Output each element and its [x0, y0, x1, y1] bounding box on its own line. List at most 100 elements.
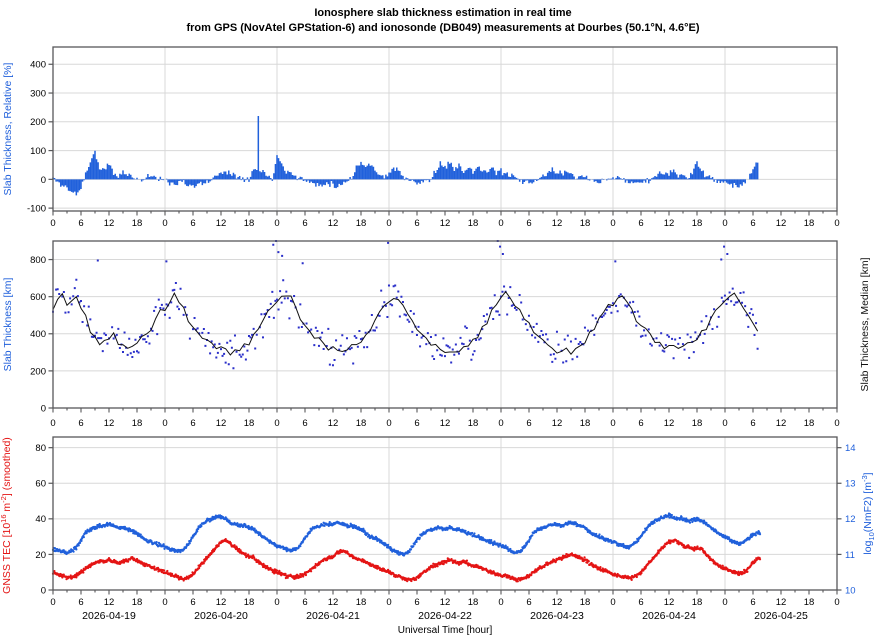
svg-text:2026-04-21: 2026-04-21 — [306, 610, 360, 622]
y-axis-label-relative: Slab Thickness, Relative [%] — [2, 62, 14, 195]
svg-text:12: 12 — [845, 514, 856, 525]
panel2-median-line — [52, 290, 759, 356]
svg-text:12: 12 — [552, 218, 563, 229]
svg-text:0: 0 — [274, 418, 279, 429]
svg-text:6: 6 — [414, 597, 419, 608]
svg-text:6: 6 — [638, 418, 643, 429]
svg-text:2026-04-19: 2026-04-19 — [82, 610, 136, 622]
svg-text:12: 12 — [664, 597, 675, 608]
svg-text:11: 11 — [845, 550, 855, 561]
y-axis-label-tec: GNSS TEC [1016 m-2] (smoothed) — [0, 437, 13, 594]
svg-text:2026-04-22: 2026-04-22 — [418, 610, 472, 622]
svg-text:0: 0 — [41, 403, 46, 414]
svg-text:100: 100 — [30, 146, 46, 157]
relative-slab-thickness-axes: -100 0 100 200 300 400 0 6 12 18 0 6 12 18 0 6 12 18 0 6 12 1… — [27, 46, 840, 229]
svg-text:6: 6 — [302, 597, 307, 608]
svg-text:0: 0 — [610, 418, 615, 429]
svg-text:12: 12 — [776, 418, 787, 429]
svg-text:200: 200 — [30, 366, 46, 377]
svg-text:600: 600 — [30, 292, 46, 303]
svg-text:18: 18 — [580, 418, 591, 429]
svg-text:40: 40 — [35, 514, 46, 525]
svg-text:18: 18 — [132, 418, 143, 429]
svg-text:6: 6 — [750, 418, 755, 429]
y-axis-label-nmf2: log10(NmF2) [m-3] — [860, 472, 876, 554]
svg-text:18: 18 — [468, 597, 479, 608]
svg-text:6: 6 — [638, 597, 643, 608]
slab-thickness-grid — [53, 241, 837, 408]
svg-text:12: 12 — [328, 597, 339, 608]
svg-text:12: 12 — [440, 597, 451, 608]
svg-text:6: 6 — [78, 418, 83, 429]
svg-text:18: 18 — [580, 218, 591, 229]
svg-text:0: 0 — [50, 418, 55, 429]
svg-text:0: 0 — [50, 597, 55, 608]
svg-text:20: 20 — [35, 550, 46, 561]
svg-text:0: 0 — [834, 218, 839, 229]
svg-text:0: 0 — [274, 218, 279, 229]
svg-text:18: 18 — [244, 597, 255, 608]
svg-text:2026-04-23: 2026-04-23 — [530, 610, 584, 622]
svg-text:6: 6 — [78, 597, 83, 608]
svg-text:18: 18 — [356, 597, 367, 608]
svg-text:12: 12 — [104, 418, 115, 429]
svg-text:6: 6 — [414, 218, 419, 229]
svg-text:12: 12 — [104, 218, 115, 229]
svg-text:6: 6 — [302, 218, 307, 229]
svg-text:18: 18 — [244, 418, 255, 429]
svg-text:6: 6 — [526, 418, 531, 429]
svg-text:0: 0 — [162, 597, 167, 608]
svg-text:12: 12 — [328, 418, 339, 429]
svg-text:18: 18 — [132, 597, 143, 608]
svg-text:0: 0 — [41, 175, 46, 186]
svg-text:-100: -100 — [27, 204, 46, 215]
svg-text:12: 12 — [328, 218, 339, 229]
svg-text:0: 0 — [498, 418, 503, 429]
svg-text:0: 0 — [386, 218, 391, 229]
panel3-nmf2-series — [51, 512, 762, 557]
svg-text:0: 0 — [386, 597, 391, 608]
svg-text:12: 12 — [664, 218, 675, 229]
svg-text:0: 0 — [50, 218, 55, 229]
svg-text:80: 80 — [35, 443, 46, 454]
svg-text:6: 6 — [302, 418, 307, 429]
svg-text:12: 12 — [440, 418, 451, 429]
svg-text:18: 18 — [244, 218, 255, 229]
svg-text:0: 0 — [722, 418, 727, 429]
svg-text:18: 18 — [580, 597, 591, 608]
svg-text:2026-04-24: 2026-04-24 — [642, 610, 696, 622]
svg-text:0: 0 — [834, 418, 839, 429]
svg-text:0: 0 — [162, 418, 167, 429]
svg-text:12: 12 — [552, 418, 563, 429]
svg-text:10: 10 — [845, 585, 856, 596]
svg-text:18: 18 — [804, 597, 815, 608]
svg-text:6: 6 — [78, 218, 83, 229]
svg-text:12: 12 — [664, 418, 675, 429]
svg-text:400: 400 — [30, 329, 46, 340]
svg-text:18: 18 — [132, 218, 143, 229]
svg-text:6: 6 — [638, 218, 643, 229]
svg-text:2026-04-25: 2026-04-25 — [754, 610, 808, 622]
svg-text:6: 6 — [190, 218, 195, 229]
svg-text:12: 12 — [440, 218, 451, 229]
y-axis-label-slab-median: Slab Thickness, Median [km] — [859, 257, 871, 391]
svg-text:6: 6 — [526, 597, 531, 608]
svg-text:18: 18 — [468, 218, 479, 229]
svg-text:0: 0 — [498, 597, 503, 608]
svg-text:18: 18 — [356, 218, 367, 229]
svg-text:18: 18 — [692, 218, 703, 229]
svg-text:0: 0 — [386, 418, 391, 429]
svg-text:12: 12 — [216, 218, 227, 229]
svg-text:0: 0 — [834, 597, 839, 608]
svg-text:800: 800 — [30, 255, 46, 266]
panel1-bars — [52, 116, 759, 196]
svg-text:6: 6 — [190, 418, 195, 429]
svg-text:6: 6 — [526, 218, 531, 229]
svg-text:0: 0 — [610, 218, 615, 229]
svg-text:60: 60 — [35, 479, 46, 490]
